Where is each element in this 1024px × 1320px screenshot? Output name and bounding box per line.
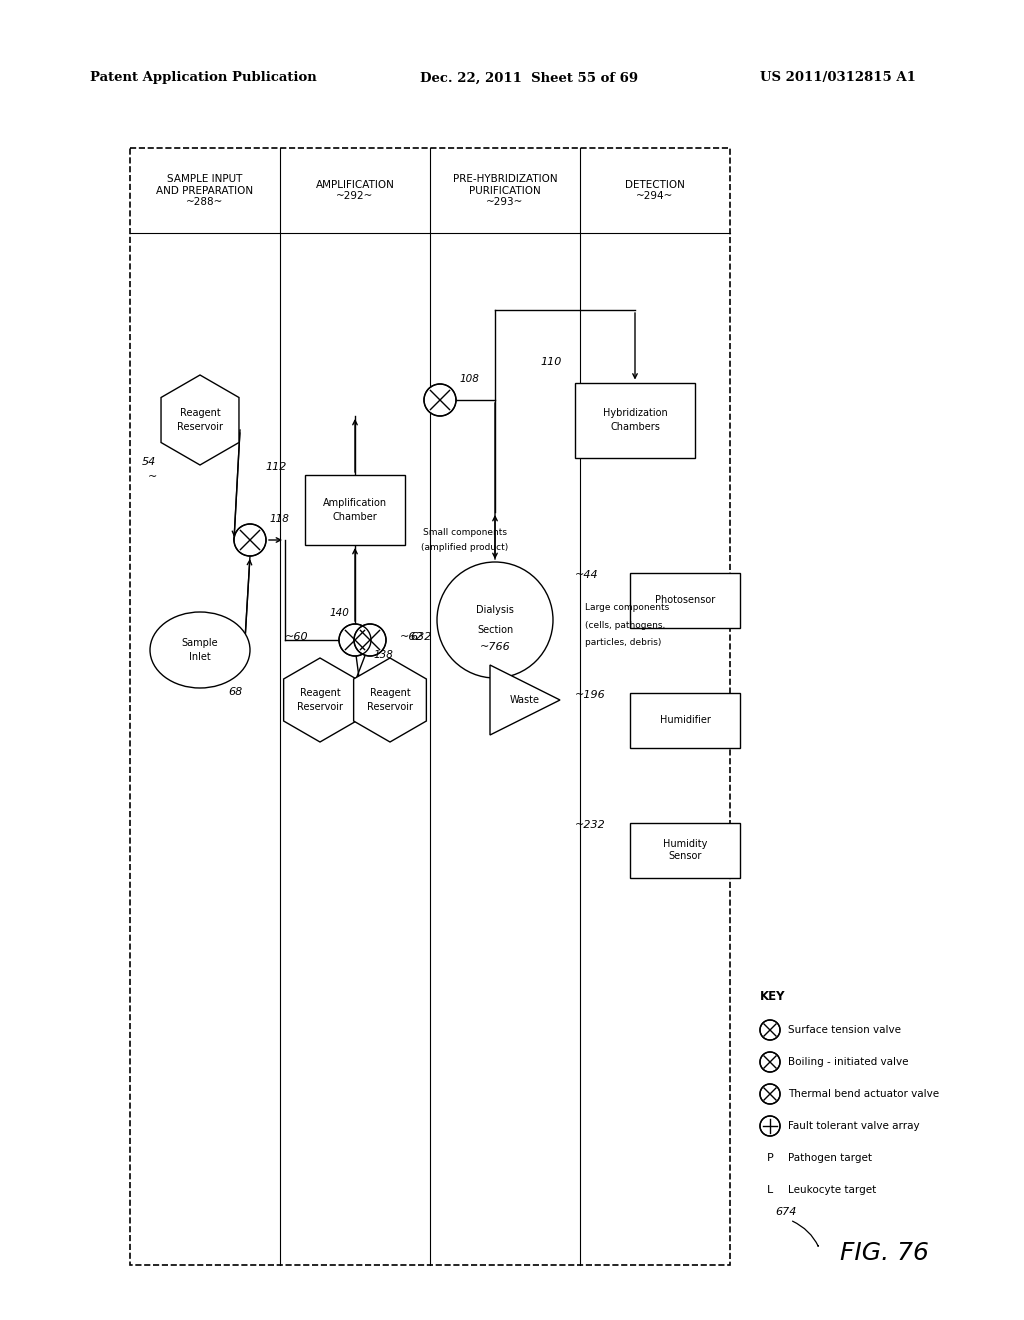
Text: 674: 674 — [775, 1206, 797, 1217]
Circle shape — [760, 1084, 780, 1104]
Text: Amplification: Amplification — [323, 498, 387, 508]
Text: PRE-HYBRIDIZATION
PURIFICATION
~293~: PRE-HYBRIDIZATION PURIFICATION ~293~ — [453, 174, 557, 207]
Text: ~62: ~62 — [400, 632, 424, 642]
Text: Reservoir: Reservoir — [177, 422, 223, 432]
Polygon shape — [353, 657, 426, 742]
Text: 108: 108 — [460, 374, 480, 384]
Text: SAMPLE INPUT
AND PREPARATION
~288~: SAMPLE INPUT AND PREPARATION ~288~ — [157, 174, 254, 207]
Polygon shape — [284, 657, 356, 742]
Text: Patent Application Publication: Patent Application Publication — [90, 71, 316, 84]
Text: Reagent: Reagent — [370, 688, 411, 698]
Bar — [575, 383, 695, 458]
Bar — [630, 573, 740, 627]
Ellipse shape — [150, 612, 250, 688]
Circle shape — [424, 384, 456, 416]
Text: Section: Section — [477, 624, 513, 635]
Text: 140: 140 — [330, 609, 350, 618]
Text: (cells, pathogens,: (cells, pathogens, — [585, 620, 666, 630]
Text: ~196: ~196 — [575, 689, 606, 700]
Text: KEY: KEY — [760, 990, 785, 1003]
Text: DETECTION
~294~: DETECTION ~294~ — [625, 180, 685, 201]
Text: AMPLIFICATION
~292~: AMPLIFICATION ~292~ — [315, 180, 394, 201]
Polygon shape — [490, 665, 560, 735]
Text: ~: ~ — [148, 473, 158, 482]
Text: 68: 68 — [228, 686, 243, 697]
Circle shape — [354, 624, 386, 656]
Polygon shape — [161, 375, 239, 465]
Text: Leukocyte target: Leukocyte target — [788, 1185, 877, 1195]
Text: 118: 118 — [270, 513, 290, 524]
Text: Reagent: Reagent — [300, 688, 340, 698]
Text: 112: 112 — [265, 462, 287, 473]
Circle shape — [234, 524, 266, 556]
Bar — [630, 693, 740, 747]
Text: Reservoir: Reservoir — [297, 702, 343, 711]
Text: Boiling - initiated valve: Boiling - initiated valve — [788, 1057, 908, 1067]
Text: Inlet: Inlet — [189, 652, 211, 663]
Text: Pathogen target: Pathogen target — [788, 1152, 872, 1163]
Text: Hybridization: Hybridization — [603, 408, 668, 418]
Text: Humidifier: Humidifier — [659, 715, 711, 725]
Text: Surface tension valve: Surface tension valve — [788, 1026, 901, 1035]
Text: Chamber: Chamber — [333, 512, 378, 521]
FancyArrowPatch shape — [793, 1221, 818, 1246]
Text: Waste: Waste — [510, 696, 540, 705]
Text: Photosensor: Photosensor — [655, 595, 715, 605]
Circle shape — [339, 624, 371, 656]
Text: Fault tolerant valve array: Fault tolerant valve array — [788, 1121, 920, 1131]
Text: Large components: Large components — [585, 603, 670, 612]
Text: Sample: Sample — [181, 638, 218, 648]
Text: Humidity
Sensor: Humidity Sensor — [663, 840, 708, 861]
Bar — [630, 822, 740, 878]
Text: 110: 110 — [540, 356, 561, 367]
Text: Small components: Small components — [423, 528, 507, 537]
Text: particles, debris): particles, debris) — [585, 638, 662, 647]
Text: Chambers: Chambers — [610, 422, 659, 432]
Text: 138: 138 — [373, 649, 393, 660]
Circle shape — [760, 1020, 780, 1040]
Text: (amplified product): (amplified product) — [421, 543, 509, 552]
Bar — [130, 148, 730, 1265]
Text: P: P — [767, 1152, 773, 1163]
Text: Dialysis: Dialysis — [476, 605, 514, 615]
Text: L: L — [767, 1185, 773, 1195]
Circle shape — [760, 1052, 780, 1072]
Text: Reagent: Reagent — [179, 408, 220, 418]
Text: US 2011/0312815 A1: US 2011/0312815 A1 — [760, 71, 915, 84]
Text: Thermal bend actuator valve: Thermal bend actuator valve — [788, 1089, 939, 1100]
Circle shape — [760, 1115, 780, 1137]
Text: 632: 632 — [410, 632, 431, 642]
Bar — [305, 475, 406, 545]
Text: Reservoir: Reservoir — [367, 702, 413, 711]
Text: Dec. 22, 2011  Sheet 55 of 69: Dec. 22, 2011 Sheet 55 of 69 — [420, 71, 638, 84]
Text: ~766: ~766 — [480, 642, 511, 652]
Circle shape — [437, 562, 553, 678]
Text: ~232: ~232 — [575, 820, 606, 829]
Text: 54: 54 — [142, 457, 157, 467]
Text: FIG. 76: FIG. 76 — [840, 1241, 929, 1265]
Text: ~44: ~44 — [575, 569, 599, 579]
Text: ~60: ~60 — [285, 632, 308, 642]
